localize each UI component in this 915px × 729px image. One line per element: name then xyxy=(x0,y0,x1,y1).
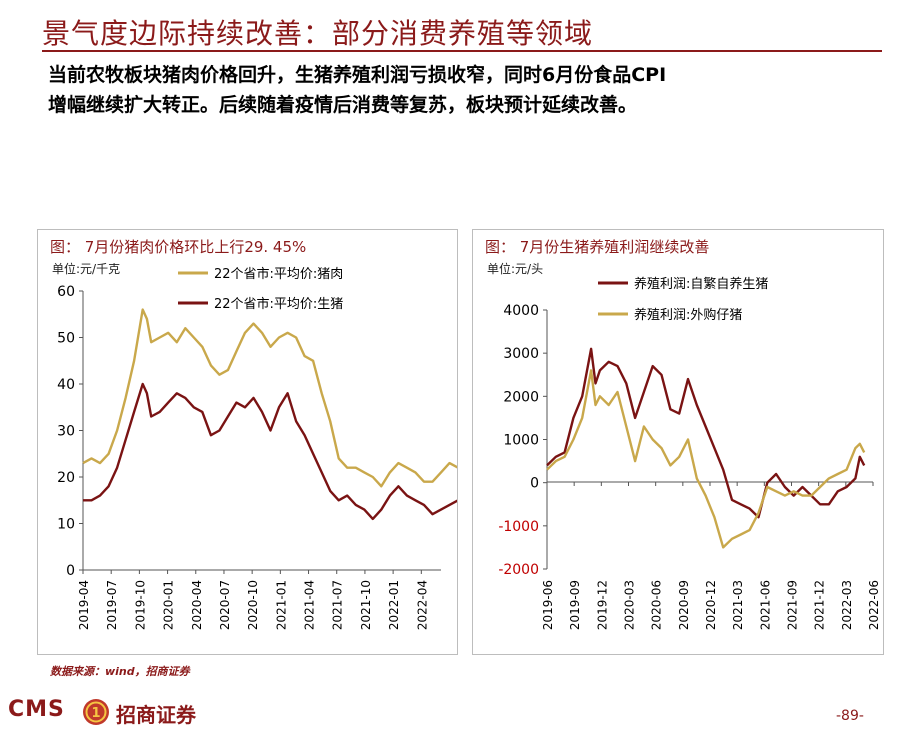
legend-label: 养殖利润:外购仔猪 xyxy=(634,307,742,323)
chart-title: 图： 7月份猪肉价格环比上行29. 45% xyxy=(50,238,307,256)
y-tick-label: 2000 xyxy=(503,389,539,405)
y-tick-label: 1000 xyxy=(503,433,539,449)
x-tick-label: 2022-04 xyxy=(415,580,429,630)
logo-badge-icon: 1 xyxy=(83,699,109,725)
x-tick-label: 2021-10 xyxy=(359,580,373,630)
x-tick-label: 2021-09 xyxy=(786,580,800,630)
x-tick-label: 2022-06 xyxy=(867,580,881,630)
chart-unit: 单位:元/千克 xyxy=(52,262,121,276)
x-tick-label: 2020-01 xyxy=(162,580,176,630)
chart-panel-hog-profit: 图： 7月份生猪养殖利润继续改善 单位:元/头 4000 3000 2000 1000… xyxy=(472,229,884,655)
x-tick-label: 2020-06 xyxy=(650,580,664,630)
x-tick-label: 2022-03 xyxy=(840,580,854,630)
x-tick-label: 2021-03 xyxy=(731,580,745,630)
lead-paragraph: 当前农牧板块猪肉价格回升，生猪养殖利润亏损收窄，同时6月份食品CPI 增幅继续扩… xyxy=(48,60,888,120)
x-tick-label: 2021-06 xyxy=(758,580,772,630)
x-tick-label: 2019-07 xyxy=(105,580,119,630)
x-tick-label: 2020-10 xyxy=(246,580,260,630)
page-number: -89- xyxy=(836,708,864,724)
x-tick-label: 2020-07 xyxy=(218,580,232,630)
series-line-2 xyxy=(546,369,866,549)
series-line-1 xyxy=(546,347,866,519)
x-tick-label: 2019-06 xyxy=(541,580,555,630)
series-line-2 xyxy=(83,382,457,521)
x-tick-label: 2021-12 xyxy=(813,580,827,630)
x-tick-label: 2021-01 xyxy=(274,580,288,630)
x-tick-label: 2021-07 xyxy=(331,580,345,630)
chart-unit: 单位:元/头 xyxy=(487,262,544,276)
x-tick-label: 2022-01 xyxy=(387,580,401,630)
x-tick-label: 2019-04 xyxy=(77,580,91,630)
chart-panel-pork-price: 图： 7月份猪肉价格环比上行29. 45% 单位:元/千克 0 10 20 30 40 5… xyxy=(37,229,458,655)
y-tick-label: 4000 xyxy=(503,303,539,319)
chart-title: 图： 7月份生猪养殖利润继续改善 xyxy=(485,238,710,256)
lead-line-1: 当前农牧板块猪肉价格回升，生猪养殖利润亏损收窄，同时6月份食品CPI xyxy=(48,64,667,86)
legend-label: 22个省市:平均价:生猪 xyxy=(214,296,343,312)
y-tick-label: -2000 xyxy=(498,562,539,578)
x-tick-label: 2020-09 xyxy=(677,580,691,630)
y-tick-label: 0 xyxy=(66,563,75,579)
x-tick-label: 2020-03 xyxy=(623,580,637,630)
x-tick-label: 2019-12 xyxy=(595,580,609,630)
slide-title: 景气度边际持续改善：部分消费养殖等领域 xyxy=(42,17,594,50)
x-tick-label: 2020-04 xyxy=(190,580,204,630)
series-line-1 xyxy=(82,308,457,488)
y-tick-label: -1000 xyxy=(498,519,539,535)
y-tick-label: 20 xyxy=(57,470,75,486)
logo-badge-text: 1 xyxy=(91,706,100,721)
logo-text: CMS xyxy=(8,697,65,722)
x-tick-label: 2019-10 xyxy=(133,580,147,630)
lead-line-2: 增幅继续扩大转正。后续随着疫情后消费等复苏，板块预计延续改善。 xyxy=(48,94,638,116)
y-tick-label: 3000 xyxy=(503,346,539,362)
data-source: 数据来源：wind，招商证券 xyxy=(50,665,190,678)
x-tick-label: 2019-09 xyxy=(568,580,582,630)
y-tick-label: 30 xyxy=(57,424,75,440)
pork-price-chart: 0 10 20 30 40 50 60 2019-04 2019-07 2019-10 2020-0… xyxy=(57,266,457,630)
legend-label: 22个省市:平均价:猪肉 xyxy=(214,266,343,282)
title-divider xyxy=(42,50,882,52)
legend-label: 养殖利润:自繁自养生猪 xyxy=(634,276,768,292)
logo-company-name: 招商证券 xyxy=(116,703,196,727)
y-tick-label: 60 xyxy=(57,284,75,300)
x-tick-label: 2021-04 xyxy=(303,580,317,630)
y-tick-label: 0 xyxy=(530,476,539,492)
y-tick-label: 10 xyxy=(57,517,75,533)
y-tick-label: 40 xyxy=(57,377,75,393)
x-tick-label: 2020-12 xyxy=(704,580,718,630)
y-tick-label: 50 xyxy=(57,331,75,347)
